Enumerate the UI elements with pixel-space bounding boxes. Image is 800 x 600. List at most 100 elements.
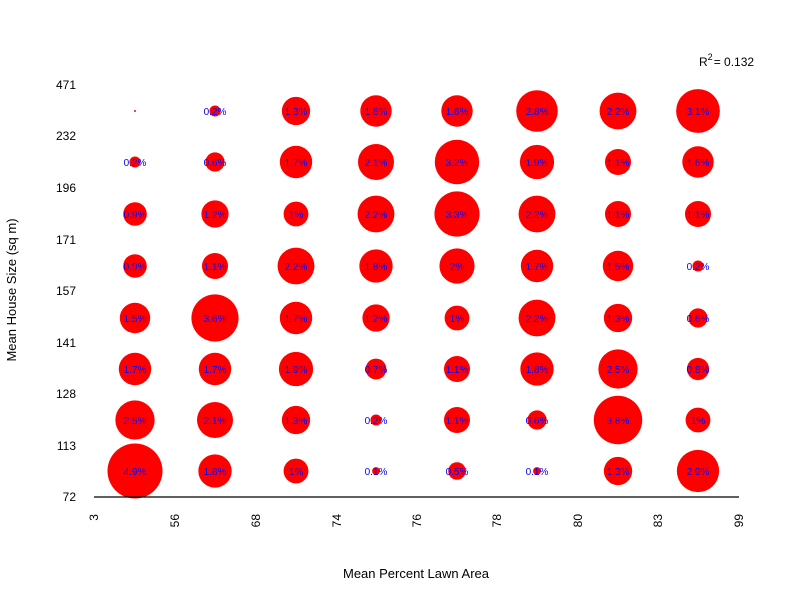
- bubble: [682, 146, 714, 178]
- bubble: [443, 406, 471, 434]
- bubble-label: 4.9%: [124, 467, 147, 478]
- bubble: [372, 467, 380, 475]
- bubble: [119, 302, 151, 334]
- bubble: [527, 410, 547, 430]
- bubble-label: 1.6%: [687, 158, 710, 169]
- bubble-label: 1.3%: [285, 107, 308, 118]
- bubble: [518, 195, 556, 233]
- r-squared-annotation: R2= 0.132: [699, 52, 754, 69]
- bubble: [365, 358, 387, 380]
- bubble: [676, 449, 720, 493]
- bubbles-layer: [107, 89, 720, 499]
- bubble-label: 1.1%: [446, 416, 469, 427]
- bubble: [441, 95, 473, 127]
- bubble: [604, 200, 632, 228]
- bubble: [357, 195, 395, 233]
- y-tick-label: 128: [56, 387, 76, 401]
- bubble-label: 1.9%: [285, 365, 308, 376]
- bubble-label: 3.3%: [446, 210, 469, 221]
- y-tick-label: 157: [56, 284, 76, 298]
- bubble-label: 3.6%: [204, 314, 227, 325]
- bubble-label: 1.3%: [285, 416, 308, 427]
- bubble: [686, 357, 710, 381]
- bubble: [533, 467, 541, 475]
- bubble: [118, 352, 152, 386]
- bubble-label: 1%: [289, 210, 304, 221]
- bubble: [283, 458, 309, 484]
- bubble-label: 0.5%: [446, 467, 469, 478]
- bubble-label: 1.7%: [285, 158, 308, 169]
- bubble: [520, 249, 554, 283]
- bubble-label: 1.3%: [607, 314, 630, 325]
- bubble-label: 1.6%: [446, 107, 469, 118]
- bubble: [370, 414, 382, 426]
- bubble: [281, 405, 311, 435]
- bubble: [520, 352, 554, 386]
- x-tick-labels: 3 56 68 74 76 78 80 83 99: [87, 514, 746, 528]
- bubble: [603, 456, 633, 486]
- bubble: [129, 156, 141, 168]
- bubble-label: 0.2%: [365, 416, 388, 427]
- bubble-label: 1.7%: [124, 365, 147, 376]
- bubble-label: 1.1%: [446, 365, 469, 376]
- bubble: [593, 395, 643, 445]
- bubble-label: 1%: [289, 467, 304, 478]
- r-squared-symbol: R: [699, 55, 708, 69]
- x-tick-label: 76: [410, 514, 424, 528]
- bubble-label: 2.5%: [607, 365, 630, 376]
- bubble-label: 1.1%: [607, 210, 630, 221]
- bubble: [205, 152, 225, 172]
- bubble-label: 1.6%: [365, 107, 388, 118]
- bubble: [439, 248, 475, 284]
- bubble: [278, 351, 314, 387]
- bubble: [692, 260, 704, 272]
- bubble-label: 0.6%: [204, 158, 227, 169]
- bubble-label: 2.2%: [365, 210, 388, 221]
- bubble: [191, 294, 239, 342]
- bubble-label: 1.8%: [204, 467, 227, 478]
- bubble: [434, 139, 480, 185]
- bubble: [359, 249, 393, 283]
- bubble-label: 1.7%: [204, 365, 227, 376]
- bubble-label: 0.1%: [526, 467, 549, 478]
- bubble-label: 0.6%: [687, 314, 710, 325]
- bubble-label: 1%: [691, 416, 706, 427]
- bubble: [676, 89, 720, 133]
- bubble: [516, 90, 558, 132]
- y-tick-label: 171: [56, 233, 76, 247]
- bubble: [283, 201, 309, 227]
- bubble-label: 2.2%: [526, 314, 549, 325]
- r-squared-value: = 0.132: [714, 55, 755, 69]
- bubble-label: 1.5%: [607, 262, 630, 273]
- bubble-label: 1.1%: [607, 158, 630, 169]
- bubble-label: 0.1%: [365, 467, 388, 478]
- bubble: [519, 144, 555, 180]
- x-tick-label: 78: [490, 514, 504, 528]
- bubble: [115, 400, 155, 440]
- bubble: [196, 401, 234, 439]
- y-tick-label: 141: [56, 336, 76, 350]
- bubble-label: 1.2%: [365, 314, 388, 325]
- x-axis-title: Mean Percent Lawn Area: [343, 566, 490, 581]
- bubble-label: 1.3%: [607, 467, 630, 478]
- bubble: [685, 407, 711, 433]
- bubble: [201, 200, 229, 228]
- bubble: [684, 200, 712, 228]
- r-squared-superscript: 2: [708, 52, 713, 62]
- bubble: [598, 349, 638, 389]
- bubble: [443, 355, 471, 383]
- bubble: [123, 202, 147, 226]
- bubble-label: 1.1%: [687, 210, 710, 221]
- bubble-label: 2.2%: [285, 262, 308, 273]
- bubble: [209, 105, 221, 117]
- bubble-label: 2.8%: [526, 107, 549, 118]
- bubble-label: 0.9%: [124, 210, 147, 221]
- x-tick-label: 56: [168, 514, 182, 528]
- bubble-label: 1.7%: [285, 314, 308, 325]
- y-tick-label: 471: [56, 78, 76, 92]
- y-tick-label: 196: [56, 181, 76, 195]
- bubble-label: 0.2%: [687, 262, 710, 273]
- bubble: [362, 304, 390, 332]
- bubble-label: 0.2%: [124, 158, 147, 169]
